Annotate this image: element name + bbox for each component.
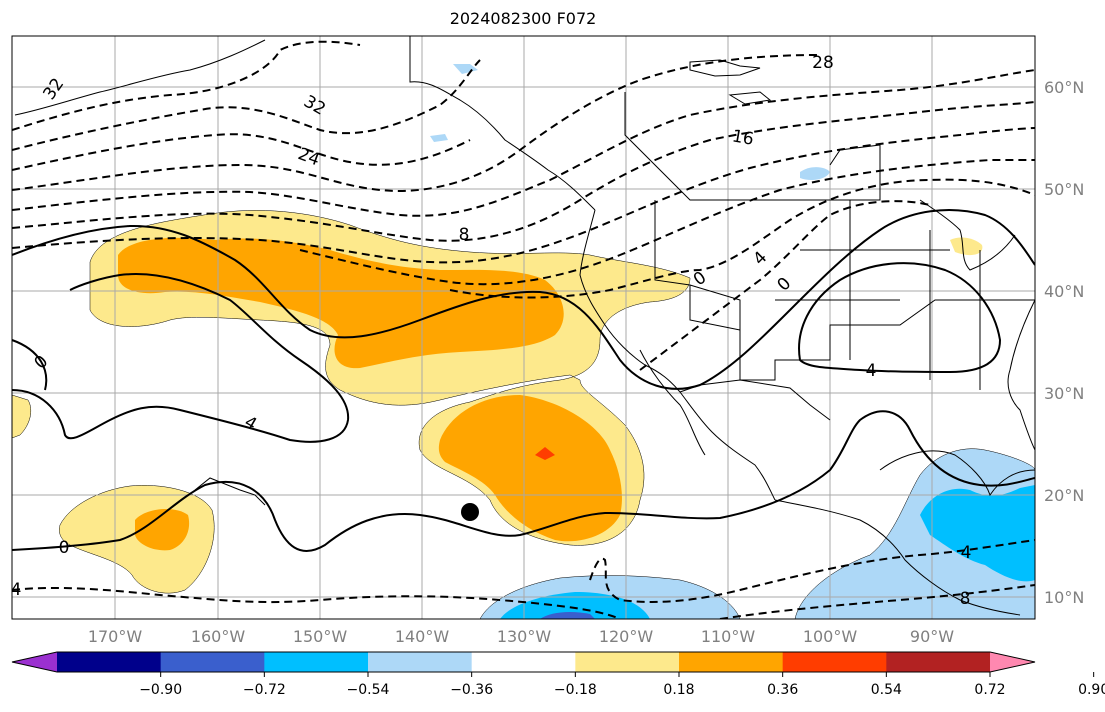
colorbar [11, 651, 1036, 673]
colorbar-segment [575, 652, 680, 672]
contour-label: 8 [459, 225, 470, 245]
graticule [12, 36, 1035, 619]
lon-label: 140°W [395, 627, 450, 646]
colorbar-tick-label: −0.18 [554, 682, 597, 698]
lon-label: 90°W [910, 627, 954, 646]
contour-label: 8 [960, 589, 971, 609]
lat-label: 50°N [1044, 180, 1084, 199]
dashed-contour-32b [12, 59, 481, 151]
lon-label: 110°W [701, 627, 756, 646]
map-frame [11, 35, 1036, 620]
coastline-hawaii [194, 477, 266, 506]
colorbar-extend-low [12, 652, 57, 672]
warm-anomaly-subtropical [438, 395, 622, 542]
dashed-contours [12, 40, 1035, 619]
lat-label: 60°N [1044, 78, 1084, 97]
coastline-east-coast [1007, 299, 1035, 451]
dashed-contour-4-east [589, 539, 1035, 603]
colorbar-segment [160, 652, 265, 672]
colorbar-tick-label: 0.72 [974, 682, 1005, 698]
positive-shading [118, 237, 622, 551]
lat-label: 10°N [1044, 588, 1084, 607]
negative-shading [430, 64, 1035, 619]
warm-anomaly-great-lakes [950, 237, 983, 256]
lon-label: 120°W [599, 627, 654, 646]
cool-anomaly-canada [800, 167, 830, 180]
map-plot-area: 32 32 24 28 16 8 4 0 0 4 0 4 4 8 4 0 [11, 36, 1035, 619]
colorbar-tick-label: −0.54 [347, 682, 390, 698]
cool-anomaly-east-pacific-strong [540, 611, 595, 619]
dashed-contour-4-north [449, 178, 1035, 299]
solid-contour-4-loop [12, 273, 350, 443]
cool-anomaly-caribbean [920, 485, 1035, 582]
borders-us-interior [689, 200, 981, 390]
solid-contour-0-south [12, 410, 1035, 552]
colorbar-segment [471, 652, 576, 672]
coastline-central-america [774, 499, 1021, 616]
lon-label: 130°W [497, 627, 552, 646]
colorbar-segment [679, 652, 784, 672]
contour-label: 4 [11, 580, 22, 600]
coastline-baja [639, 349, 706, 456]
colorbar-tick-label: −0.72 [243, 682, 286, 698]
lon-label: 170°W [88, 627, 143, 646]
map-title: 2024082300 F072 [449, 9, 597, 28]
storm-center-marker [461, 503, 479, 521]
coastline-aleutians [14, 39, 266, 116]
warm-anomaly-hawaii [135, 508, 190, 551]
lat-label: 40°N [1044, 282, 1084, 301]
borders-us-states [654, 200, 1035, 381]
warm-anomaly-peak [535, 447, 555, 460]
lat-label: 30°N [1044, 384, 1084, 403]
solid-contours [12, 209, 1035, 552]
coastline-great-lakes [919, 199, 1016, 271]
contour-label: 4 [961, 543, 972, 563]
dashed-contour-8 [299, 159, 1035, 286]
lat-label: 20°N [1044, 486, 1084, 505]
colorbar-outline [11, 651, 1036, 673]
lon-label: 100°W [803, 627, 858, 646]
colorbar-tick-label: 0.54 [871, 682, 902, 698]
dashed-contour-32a [12, 40, 361, 131]
colorbar-segment [782, 652, 887, 672]
dashed-contour-4-west [639, 200, 931, 371]
colorbar-tick-label: −0.36 [450, 682, 493, 698]
dashed-contour-20 [12, 69, 1035, 217]
dashed-contour-12 [12, 127, 1035, 264]
warm-anomaly-north-pacific [118, 237, 564, 369]
solid-contour-0-north [12, 209, 1035, 390]
coastline-west-coast-mexico [579, 209, 776, 501]
latitude-labels: 60°N 50°N 40°N 30°N 20°N 10°N [1044, 78, 1084, 607]
colorbar-tick-label: 0.36 [767, 682, 798, 698]
colorbar-tick-label: 0.18 [663, 682, 694, 698]
contour-label: 28 [812, 53, 834, 73]
colorbar-extend-high [990, 652, 1035, 672]
solid-contour-4-us [798, 262, 1002, 374]
coastline-alaska-panhandle [409, 36, 596, 211]
lon-label: 160°W [191, 627, 246, 646]
lon-label: 150°W [293, 627, 348, 646]
colorbar-ticks: −0.90 −0.72 −0.54 −0.36 −0.18 0.18 0.36 0.54 0.7… [139, 672, 1105, 698]
colorbar-segment [264, 652, 369, 672]
contour-label: 0 [59, 538, 70, 558]
coastline-gulf-of-mexico [879, 450, 1035, 497]
cool-anomaly-alaska-2 [430, 134, 448, 142]
solid-contour-0-west [12, 339, 48, 391]
contour-label: 4 [866, 361, 877, 381]
contour-label: 16 [730, 126, 755, 149]
longitude-labels: 170°W 160°W 150°W 140°W 130°W 120°W 110°… [88, 627, 954, 646]
dashed-contour-16 [12, 101, 1035, 242]
colorbar-segment [368, 652, 473, 672]
colorbar-segment [57, 652, 162, 672]
cool-anomaly-east-pacific [500, 592, 650, 619]
colorbar-tick-label: 0.90 [1078, 682, 1105, 698]
colorbar-tick-label: −0.90 [139, 682, 182, 698]
colorbar-segment [886, 652, 991, 672]
warm-anomaly-west-edge [12, 394, 31, 439]
cool-anomaly-caribbean-light [794, 448, 1035, 619]
dashed-contour-8-east [719, 584, 1035, 619]
dashed-contour-24 [12, 54, 821, 192]
